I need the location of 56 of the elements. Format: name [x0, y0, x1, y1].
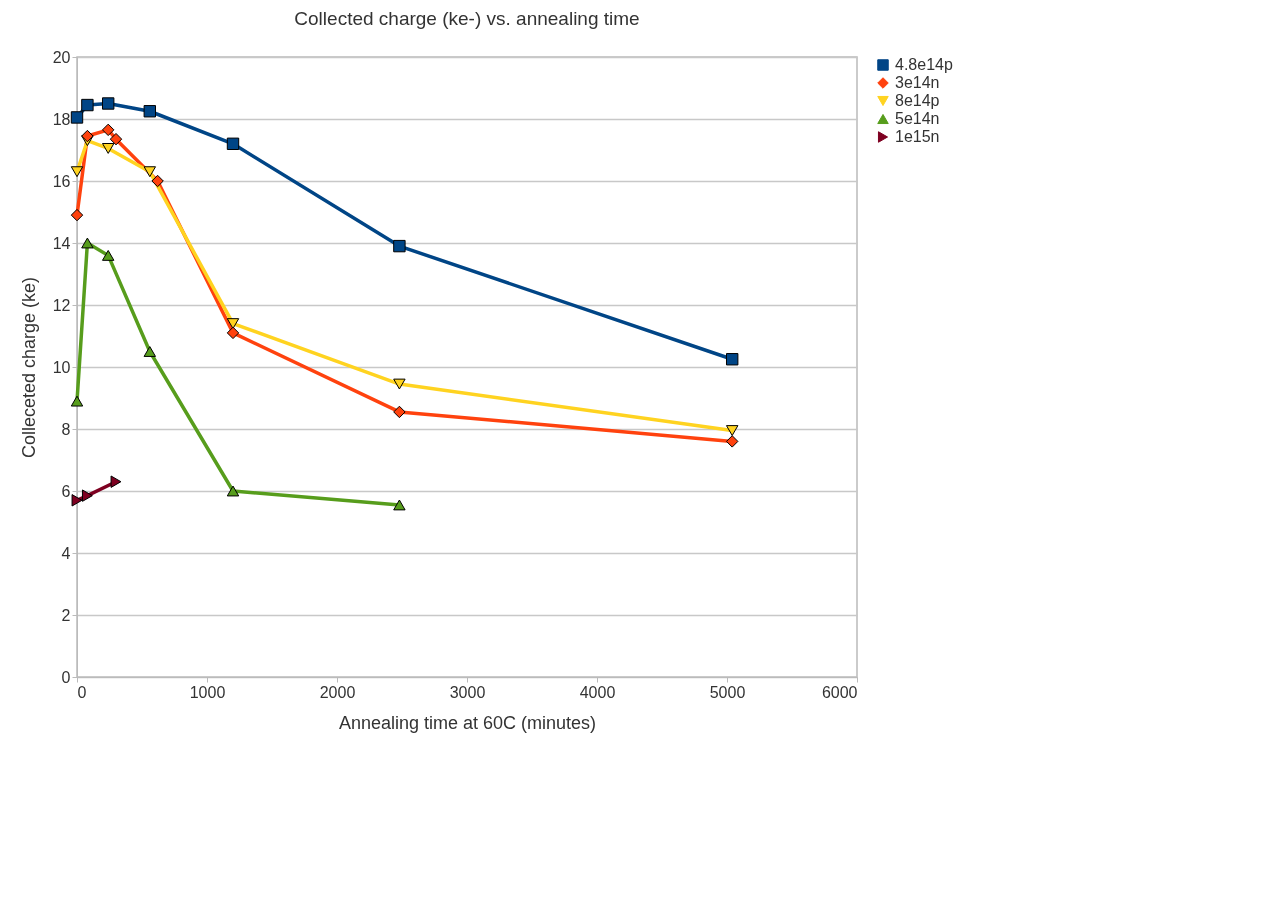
x-tick-label: 6000 [821, 683, 858, 701]
point [102, 249, 115, 261]
point [226, 318, 240, 330]
point [102, 97, 115, 110]
point [102, 143, 115, 154]
point [393, 378, 406, 390]
y-tick-label: 0 [61, 668, 71, 686]
y-tick-label: 10 [52, 358, 71, 376]
point [110, 475, 122, 488]
point [726, 353, 739, 366]
point [393, 405, 406, 419]
y-tick-label: 4 [61, 544, 71, 562]
point [151, 174, 164, 188]
legend-label: 8e14p [895, 92, 940, 109]
x-tick-label: 4000 [579, 683, 616, 701]
point [70, 166, 84, 178]
legend-label: 4.8e14p [895, 56, 953, 73]
y-tick-label: 18 [52, 110, 71, 128]
point [726, 435, 739, 448]
point [393, 499, 406, 511]
y-tick-label: 14 [52, 234, 71, 252]
point [143, 166, 156, 178]
point [81, 237, 94, 249]
legend-label: 5e14n [895, 110, 940, 127]
x-tick-label: 1000 [189, 683, 226, 701]
point [226, 485, 240, 497]
y-tick-label: 2 [61, 606, 71, 624]
point [109, 132, 123, 146]
x-tick-label: 5000 [709, 683, 746, 701]
chart-title: Collected charge (ke-) vs. annealing time [294, 8, 640, 29]
point [71, 494, 83, 507]
y-tick-label: 20 [52, 48, 71, 66]
point [81, 98, 94, 112]
x-tick-label: 3000 [449, 683, 486, 701]
y-tick-label: 12 [52, 296, 71, 314]
x-tick-label: 2000 [319, 683, 356, 701]
point [226, 326, 240, 340]
point [70, 395, 84, 407]
legend-label: 3e14n [895, 74, 940, 91]
legend-label: 1e15n [895, 128, 940, 145]
point [81, 489, 93, 502]
point [143, 346, 156, 357]
point [726, 425, 739, 436]
x-tick-label: 0 [77, 683, 87, 701]
y-tick-label: 8 [61, 420, 71, 438]
point [393, 239, 406, 253]
y-tick-label: 16 [52, 172, 71, 190]
x-axis-title: Annealing time at 60C (minutes) [338, 712, 597, 733]
point [70, 208, 84, 222]
point [226, 137, 240, 150]
y-axis-title: Colleceted charge (ke) [18, 276, 39, 459]
y-tick-label: 6 [61, 482, 71, 500]
point [70, 111, 84, 124]
point [143, 105, 156, 118]
point [81, 129, 94, 143]
point [102, 123, 115, 137]
